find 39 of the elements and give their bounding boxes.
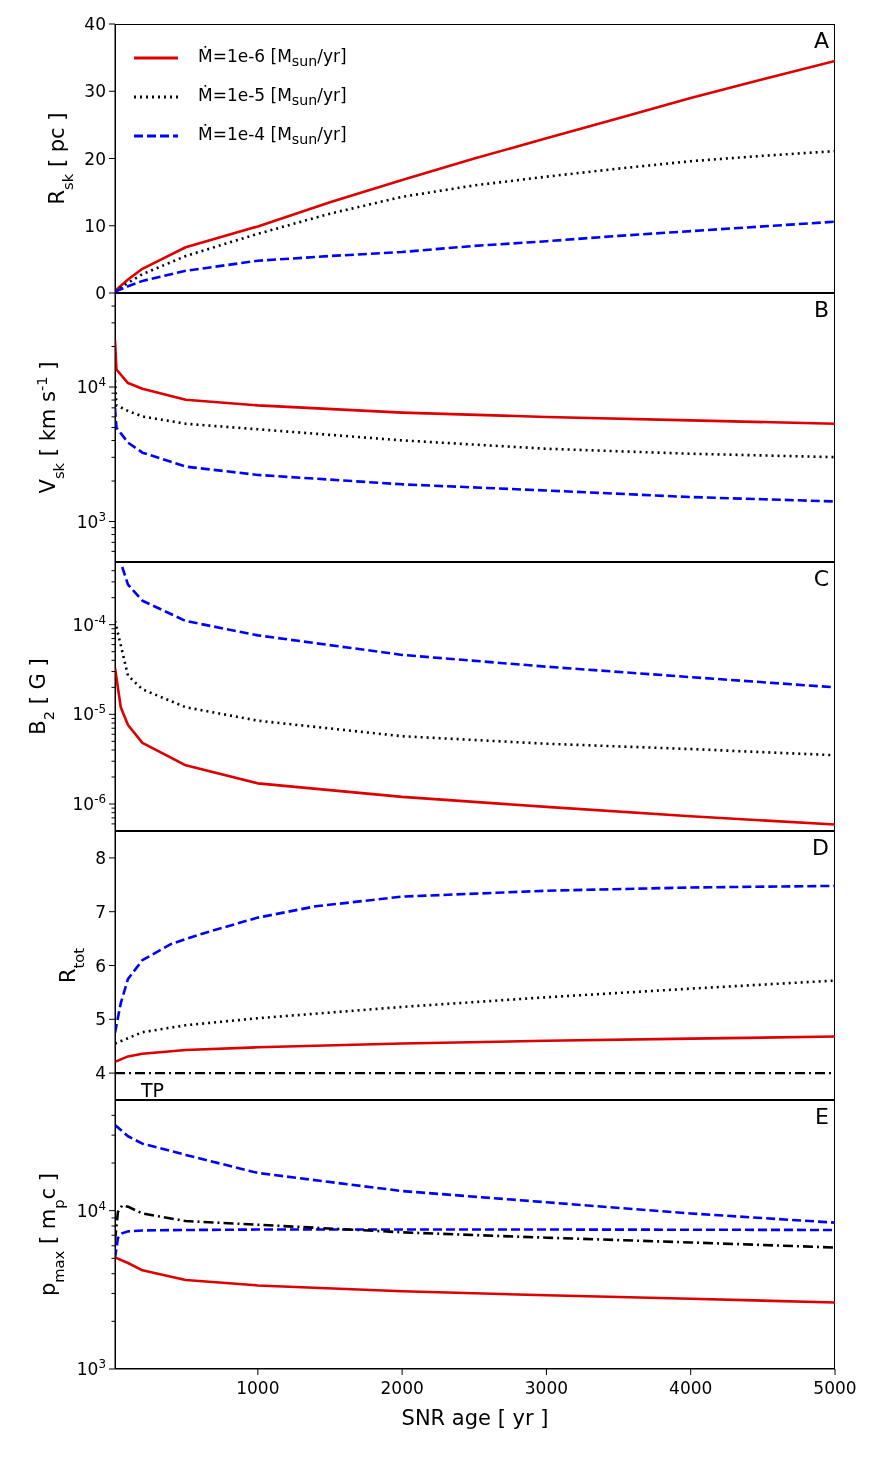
x-tick-label: 4000 [669, 1378, 713, 1398]
line-series [115, 1256, 835, 1304]
line-series [115, 1123, 835, 1224]
x-tick-label: 1000 [236, 1378, 280, 1398]
x-tick-label: 2000 [380, 1378, 424, 1398]
line-series [115, 1035, 835, 1064]
line-series [115, 220, 835, 293]
y-tick-label: 10$^{3}$ [76, 1357, 106, 1379]
annotation: A [813, 28, 829, 53]
legend-label: Ṁ=1e-6 [M$_{sun}$/yr] [198, 45, 347, 70]
annotation: C [813, 566, 829, 591]
x-tick-label: 3000 [524, 1378, 569, 1398]
y-tick-label: 20 [84, 148, 106, 169]
legend-label: Ṁ=1e-4 [M$_{sun}$/yr] [198, 123, 347, 148]
y-tick-label: 10$^{3}$ [76, 509, 106, 532]
y-tick-label: 10$^{4}$ [76, 375, 106, 398]
y-tick-label: 8 [95, 847, 106, 868]
y-tick-label: 10$^{-5}$ [72, 702, 106, 725]
y-tick-label: 6 [95, 955, 106, 976]
y-tick-label: 10$^{-6}$ [72, 792, 106, 815]
ref-line-label: TP [140, 1079, 165, 1102]
annotation: E [815, 1104, 829, 1129]
legend-label: Ṁ=1e-5 [M$_{sun}$/yr] [198, 84, 347, 109]
y-tick-label: 7 [95, 901, 106, 922]
y-tick-label: 30 [84, 81, 106, 102]
y-tick-label: 10$^{4}$ [76, 1198, 106, 1221]
y-tick-label: 10 [84, 215, 106, 236]
line-series [115, 1228, 835, 1260]
y-tick-label: 0 [95, 283, 106, 303]
y-tick-label: 4 [95, 1063, 106, 1084]
y-tick-label: 5 [95, 1009, 106, 1030]
x-tick-label: 5000 [813, 1378, 857, 1398]
line-series [115, 884, 835, 1035]
y-tick-label: 10$^{-4}$ [72, 612, 106, 635]
annotation: B [813, 297, 829, 322]
y-tick-label: 40 [84, 14, 106, 34]
line-series [115, 666, 835, 826]
annotation: D [812, 835, 829, 860]
x-axis-title: SNR age [ yr ] [401, 1406, 549, 1430]
